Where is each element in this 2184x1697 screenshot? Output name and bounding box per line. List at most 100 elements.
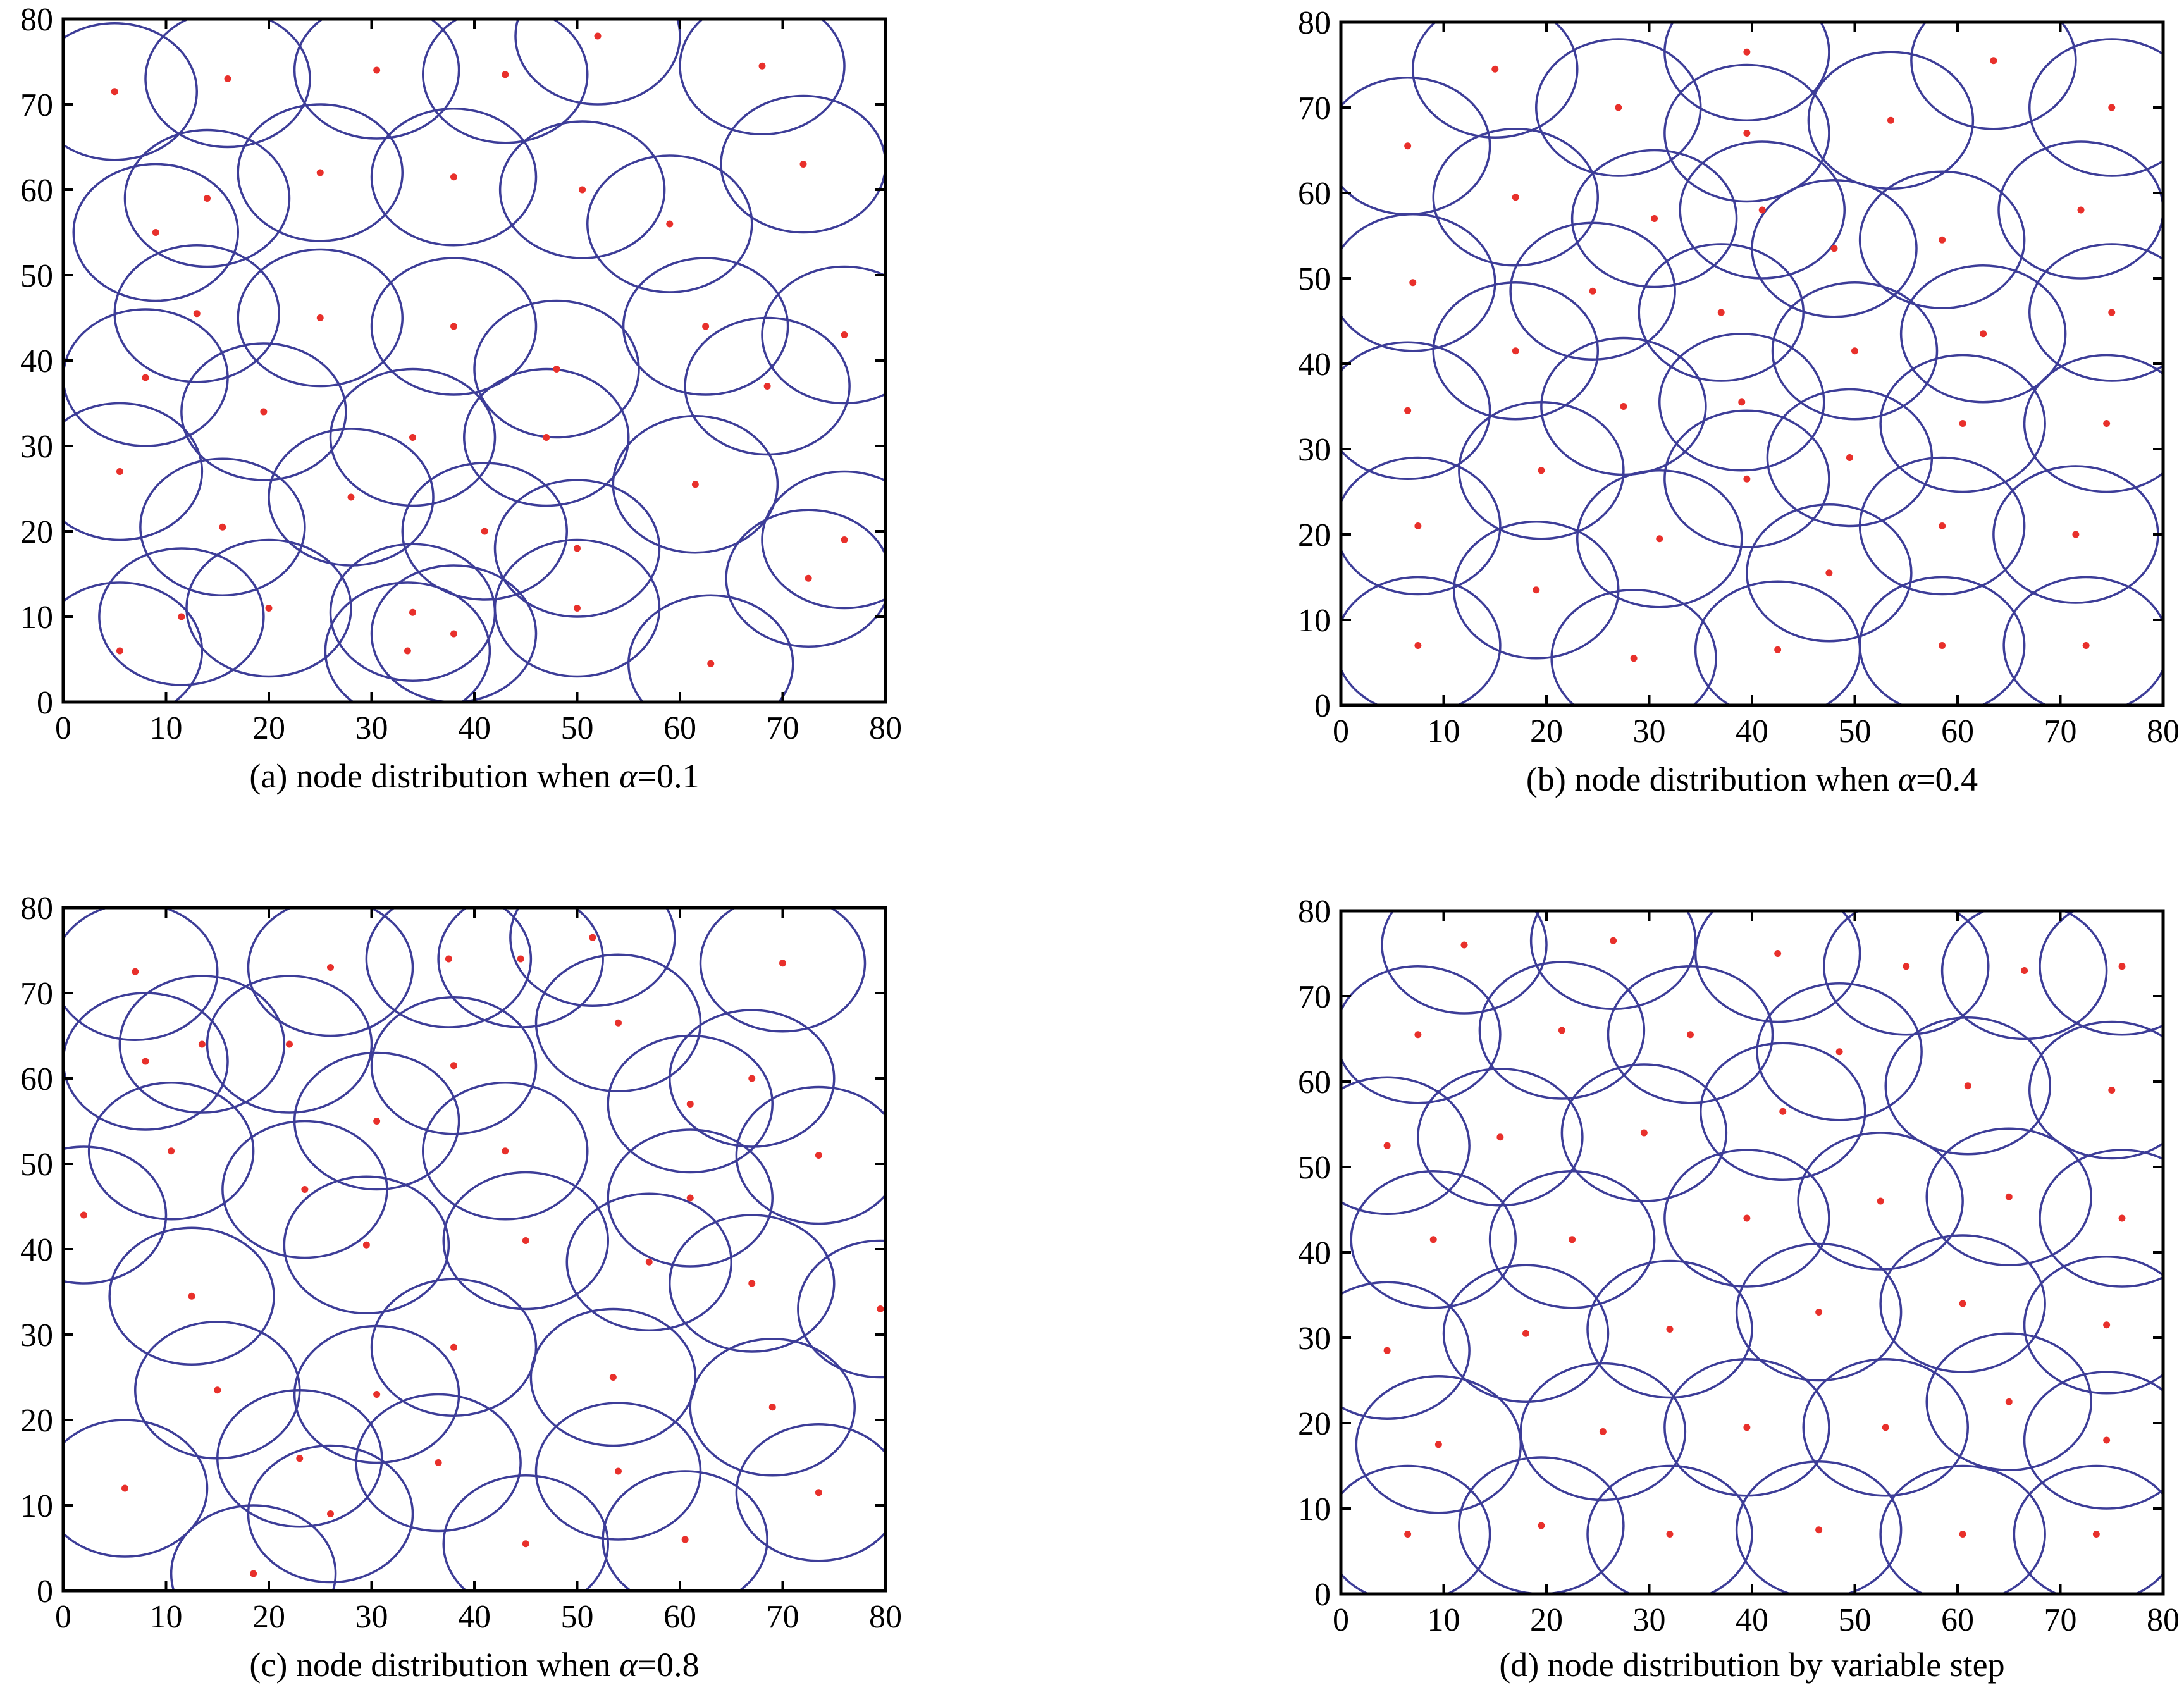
coverage-circle	[529, 1307, 697, 1447]
coverage-circle	[684, 316, 851, 456]
node-point	[219, 523, 226, 531]
coverage-circle	[2028, 243, 2163, 382]
node-point	[1522, 1330, 1529, 1337]
x-tick-label: 60	[663, 710, 696, 746]
node-point	[1743, 1214, 1751, 1222]
coverage-circle	[1925, 1332, 2092, 1471]
y-tick-label: 20	[20, 1403, 53, 1439]
node-point	[1404, 142, 1412, 150]
coverage-circle	[1458, 401, 1625, 540]
node-point	[1620, 403, 1627, 410]
y-tick-label: 70	[1298, 90, 1331, 127]
coverage-circle	[622, 257, 789, 396]
node-point	[450, 1062, 457, 1070]
coverage-circle	[1663, 22, 1830, 121]
node-point	[1512, 347, 1519, 355]
node-point	[1383, 1142, 1391, 1149]
x-tick-label: 0	[1333, 713, 1349, 750]
coverage-circle	[1570, 149, 1738, 288]
y-tick-label: 80	[20, 2, 53, 38]
node-point	[1846, 454, 1853, 461]
node-point	[409, 608, 416, 616]
coverage-circle	[473, 299, 640, 439]
coverage-circle	[498, 120, 666, 259]
coverage-circle	[1797, 1132, 1964, 1271]
node-point	[686, 1194, 694, 1202]
node-point	[373, 1118, 381, 1125]
node-point	[615, 1019, 622, 1027]
y-tick-label: 30	[1298, 1321, 1331, 1357]
coverage-circle	[63, 581, 204, 702]
node-point	[1959, 420, 1966, 427]
node-point	[1491, 65, 1499, 73]
coverage-circle	[1381, 911, 1548, 1015]
node-point	[327, 1510, 334, 1517]
node-point	[1990, 57, 1997, 65]
x-tick-label: 20	[1530, 1602, 1563, 1638]
x-tick-label: 60	[1941, 1602, 1974, 1638]
node-point	[111, 88, 118, 96]
coverage-circle	[2023, 1371, 2163, 1510]
x-tick-label: 10	[1428, 1602, 1460, 1638]
node-point	[1630, 655, 1638, 662]
node-point	[409, 434, 416, 441]
node-point	[1538, 1522, 1545, 1529]
panel-caption: (d) node distribution by variable step	[1499, 1646, 2004, 1684]
coverage-circle	[1997, 140, 2163, 280]
chart-panel: 0 10 20 30 40 50 60 70 80 0 10 20 30 40 50 60 70 80 (b) no…	[1298, 5, 2180, 798]
node-point	[1758, 206, 1766, 214]
node-point	[1414, 522, 1422, 529]
coverage-circle	[324, 581, 491, 702]
coverage-circle	[139, 457, 306, 596]
node-point	[1774, 950, 1782, 957]
coverage-circle	[63, 308, 229, 447]
chart-panel: 0 10 20 30 40 50 60 70 80 0 10 20 30 40 50 60 70 80 (d) no…	[1298, 894, 2180, 1684]
y-tick-label: 60	[20, 1061, 53, 1097]
node-point	[1882, 1424, 1889, 1431]
node-point	[1815, 1309, 1823, 1316]
coverage-circle	[2013, 1464, 2163, 1594]
node-point	[815, 1152, 822, 1159]
coverage-circle	[1341, 965, 1502, 1104]
node-point	[666, 220, 674, 228]
node-point	[1615, 104, 1622, 111]
x-tick-label: 10	[150, 1599, 183, 1635]
x-tick-label: 80	[869, 710, 902, 746]
node-point	[168, 1147, 175, 1155]
node-point	[132, 968, 139, 975]
node-point	[1964, 1082, 1971, 1090]
node-point	[686, 1101, 694, 1108]
node-point	[1717, 309, 1725, 316]
y-tick-label: 50	[1298, 261, 1331, 297]
panel-caption: (c) node distribution when α=0.8	[249, 1646, 699, 1684]
node-point	[748, 1075, 756, 1082]
coverage-circle	[63, 992, 229, 1131]
node-point	[1877, 1197, 1884, 1205]
y-tick-label: 80	[20, 891, 53, 927]
node-point	[1414, 1031, 1422, 1039]
node-point	[224, 75, 231, 82]
caption-text: (d) node distribution by variable step	[1499, 1646, 2004, 1684]
node-point	[80, 1211, 87, 1219]
node-point	[779, 960, 786, 967]
node-point	[2108, 1087, 2116, 1094]
node-point	[1538, 467, 1545, 474]
coverage-circle	[612, 415, 779, 554]
coverage-circle	[1802, 1358, 1969, 1497]
node-point	[1959, 1300, 1966, 1307]
plot-area	[1341, 911, 2163, 1594]
coverage-circle	[669, 1214, 836, 1353]
y-tick-label: 70	[20, 87, 53, 123]
y-tick-label: 0	[1314, 688, 1331, 724]
coverage-circle	[370, 564, 538, 702]
x-tick-label: 40	[1736, 1602, 1768, 1638]
coverage-circle	[1341, 1076, 1471, 1215]
y-tick-label: 80	[1298, 5, 1331, 41]
node-point	[579, 186, 586, 194]
coverage-circle	[1350, 1170, 1517, 1309]
node-point	[1939, 522, 1946, 529]
node-point	[1825, 569, 1833, 577]
y-tick-label: 50	[20, 258, 53, 294]
node-point	[1558, 1027, 1565, 1034]
caption-alpha-symbol: α	[619, 757, 638, 795]
